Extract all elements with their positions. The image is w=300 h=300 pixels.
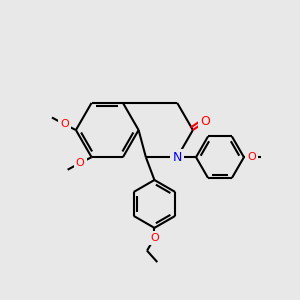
Text: N: N	[172, 151, 182, 164]
Text: O: O	[150, 233, 159, 243]
Text: O: O	[76, 158, 85, 168]
Text: O: O	[60, 119, 69, 129]
Text: O: O	[200, 115, 210, 128]
Text: O: O	[248, 152, 256, 162]
